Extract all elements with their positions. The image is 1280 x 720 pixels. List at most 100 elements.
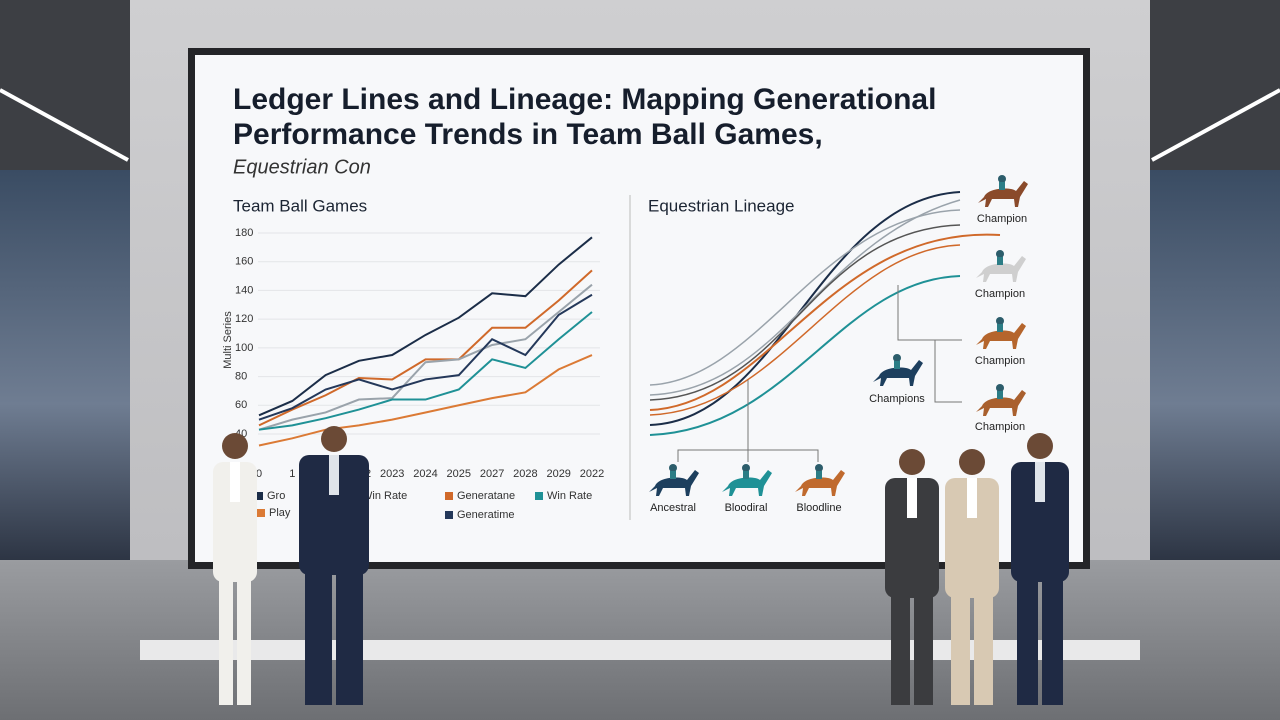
rider-body — [816, 471, 822, 479]
legend-label: Generatime — [457, 509, 514, 521]
x-tick-label: 2027 — [480, 468, 504, 480]
horse-icon — [976, 250, 1026, 282]
head — [1027, 433, 1053, 459]
rider-body — [997, 324, 1003, 332]
horse-body — [795, 470, 845, 496]
horse-label: Champion — [975, 288, 1025, 300]
ceiling-left — [0, 0, 130, 170]
horse-label: Bloodiral — [725, 502, 768, 514]
rider — [669, 464, 677, 472]
person — [1011, 433, 1069, 705]
title: Performance Trends in Team Ball Games, — [233, 118, 823, 151]
y-axis-label: Multi Series — [222, 311, 234, 369]
diagram-title: Equestrian Lineage — [648, 196, 795, 215]
horse-icon — [649, 464, 699, 496]
horse-icon — [976, 317, 1026, 349]
x-tick-label: 2022 — [580, 468, 604, 480]
leg — [1042, 577, 1063, 705]
leg — [305, 570, 332, 705]
y-tick-label: 160 — [235, 256, 253, 268]
legend-label: Win Rate — [362, 490, 407, 502]
y-tick-label: 120 — [235, 313, 253, 325]
x-tick-label: 2029 — [546, 468, 570, 480]
head — [899, 449, 925, 475]
person — [299, 426, 369, 705]
y-tick-label: 60 — [235, 399, 247, 411]
legend-label: Generatane — [457, 490, 515, 502]
subtitle: Equestrian Con — [233, 156, 371, 178]
x-tick-label: 0 — [256, 468, 262, 480]
horse-body — [976, 323, 1026, 349]
horse-icon — [795, 464, 845, 496]
line — [258, 293, 593, 421]
rider-body — [670, 471, 676, 479]
lineage-curves — [649, 191, 1001, 436]
tree-connectors — [677, 285, 962, 462]
rider-body — [743, 471, 749, 479]
x-tick-label: 2028 — [513, 468, 537, 480]
leg — [1017, 577, 1038, 705]
legend-swatch — [445, 511, 453, 519]
leg — [951, 593, 970, 705]
line — [258, 354, 593, 447]
leg — [891, 593, 910, 705]
legend-swatch — [257, 509, 265, 517]
rider-body — [894, 361, 900, 369]
line — [258, 236, 593, 417]
horse-icon — [976, 384, 1026, 416]
legend-label: Gro — [267, 490, 285, 502]
torso — [945, 478, 999, 598]
person — [945, 449, 999, 705]
horse-icon — [722, 464, 772, 496]
x-tick-label: 2024 — [413, 468, 437, 480]
legend-swatch — [255, 492, 263, 500]
leg — [237, 577, 251, 705]
legend-swatch — [445, 492, 453, 500]
leg — [336, 570, 363, 705]
title: Ledger Lines and Lineage: Mapping Genera… — [233, 83, 936, 116]
horse-icon — [873, 354, 923, 386]
horse-body — [649, 470, 699, 496]
shirt — [1035, 462, 1045, 502]
window-left — [0, 170, 130, 560]
rider-body — [999, 182, 1005, 190]
legend-label: Play — [269, 507, 291, 519]
rider — [742, 464, 750, 472]
head — [321, 426, 347, 452]
leg — [974, 593, 993, 705]
horse-body — [976, 256, 1026, 282]
horse-body — [873, 360, 923, 386]
y-tick-label: 140 — [235, 284, 253, 296]
torso — [885, 478, 939, 598]
x-tick-label: 1 — [289, 468, 295, 480]
x-tick-label: 2023 — [380, 468, 404, 480]
horse-body — [976, 390, 1026, 416]
rider — [815, 464, 823, 472]
stage-light — [140, 640, 1140, 660]
rider — [996, 317, 1004, 325]
horse-icon — [978, 175, 1028, 207]
y-tick-label: 80 — [235, 370, 247, 382]
rider — [996, 250, 1004, 258]
line — [258, 311, 593, 431]
y-tick-label: 100 — [235, 342, 253, 354]
ceiling-light — [0, 88, 129, 162]
shirt — [230, 462, 240, 502]
horse-label: Ancestral — [650, 502, 696, 514]
rider — [996, 384, 1004, 392]
ceiling-light — [1151, 88, 1280, 162]
chart-title: Team Ball Games — [233, 196, 367, 215]
line — [258, 269, 593, 427]
rider-body — [997, 391, 1003, 399]
person — [885, 449, 939, 705]
horse-label: Champions — [869, 393, 925, 405]
head — [222, 433, 248, 459]
rider — [893, 354, 901, 362]
horse-label: Champion — [975, 421, 1025, 433]
x-tick-label: 2025 — [447, 468, 471, 480]
torso — [213, 462, 257, 582]
person — [213, 433, 257, 705]
horse-label: Champion — [975, 355, 1025, 367]
horse-label: Bloodline — [796, 502, 841, 514]
